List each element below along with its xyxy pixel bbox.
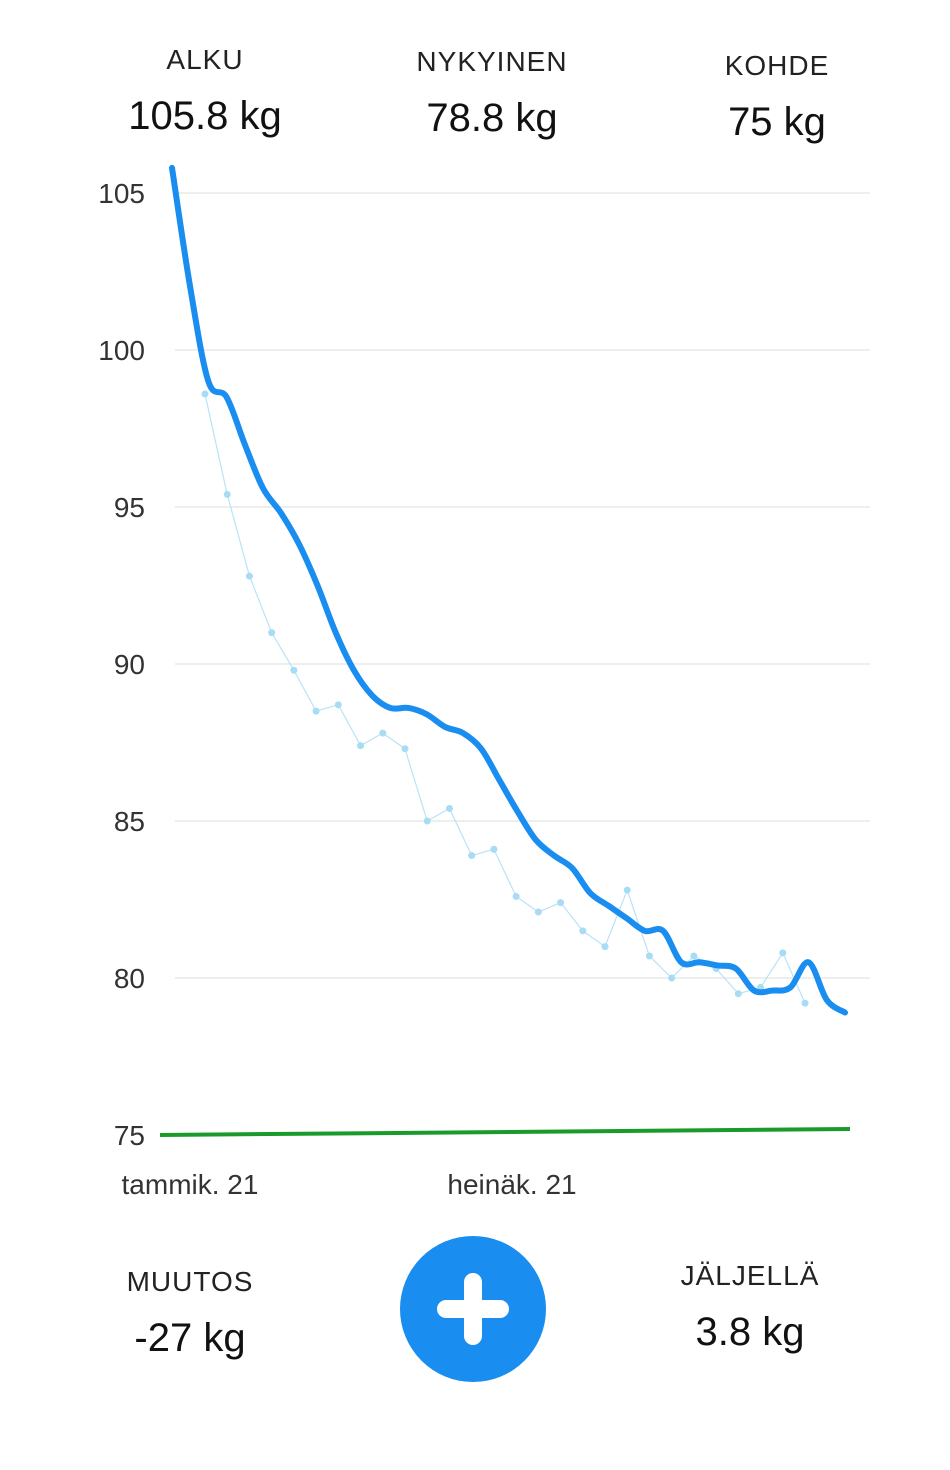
y-axis-ticks: 105 100 95 90 85 80 75 bbox=[98, 178, 145, 1151]
remaining-value: 3.8 kg bbox=[695, 1310, 805, 1354]
change-stat: MUUTOS -27 kg bbox=[60, 1266, 320, 1361]
remaining-label: JÄLJELLÄ bbox=[680, 1260, 820, 1291]
add-entry-button[interactable] bbox=[400, 1236, 546, 1382]
chart-grid bbox=[175, 192, 870, 979]
measurement-points bbox=[201, 390, 809, 1007]
change-label: MUUTOS bbox=[126, 1266, 254, 1297]
current-stat: NYKYINEN 78.8 kg bbox=[362, 46, 622, 141]
change-value: -27 kg bbox=[134, 1316, 246, 1360]
x-tick-label: tammik. 21 bbox=[122, 1169, 259, 1200]
y-tick-label: 95 bbox=[114, 492, 145, 523]
y-tick-label: 80 bbox=[114, 963, 145, 994]
target-value: 75 kg bbox=[728, 100, 826, 144]
target-label: KOHDE bbox=[724, 50, 830, 81]
y-tick-label: 90 bbox=[114, 649, 145, 680]
x-axis-ticks: tammik. 21 heinäk. 21 bbox=[122, 1169, 577, 1200]
y-tick-label: 85 bbox=[114, 806, 145, 837]
y-tick-label: 75 bbox=[114, 1120, 145, 1151]
y-tick-label: 100 bbox=[98, 335, 145, 366]
weight-chart: 105 100 95 90 85 80 75 tammik. 21 heinäk. 21 bbox=[98, 164, 870, 1200]
start-stat: ALKU 105.8 kg bbox=[75, 44, 335, 139]
target-stat: KOHDE 75 kg bbox=[647, 50, 907, 145]
current-label: NYKYINEN bbox=[416, 46, 568, 77]
start-value: 105.8 kg bbox=[128, 94, 282, 138]
target-line bbox=[159, 1127, 851, 1137]
remaining-stat: JÄLJELLÄ 3.8 kg bbox=[620, 1260, 880, 1355]
trend-line bbox=[169, 164, 848, 1016]
measurement-connector bbox=[204, 393, 806, 1004]
start-label: ALKU bbox=[166, 44, 244, 75]
y-tick-label: 105 bbox=[98, 178, 145, 209]
current-value: 78.8 kg bbox=[426, 96, 558, 140]
x-tick-label: heinäk. 21 bbox=[447, 1169, 576, 1200]
